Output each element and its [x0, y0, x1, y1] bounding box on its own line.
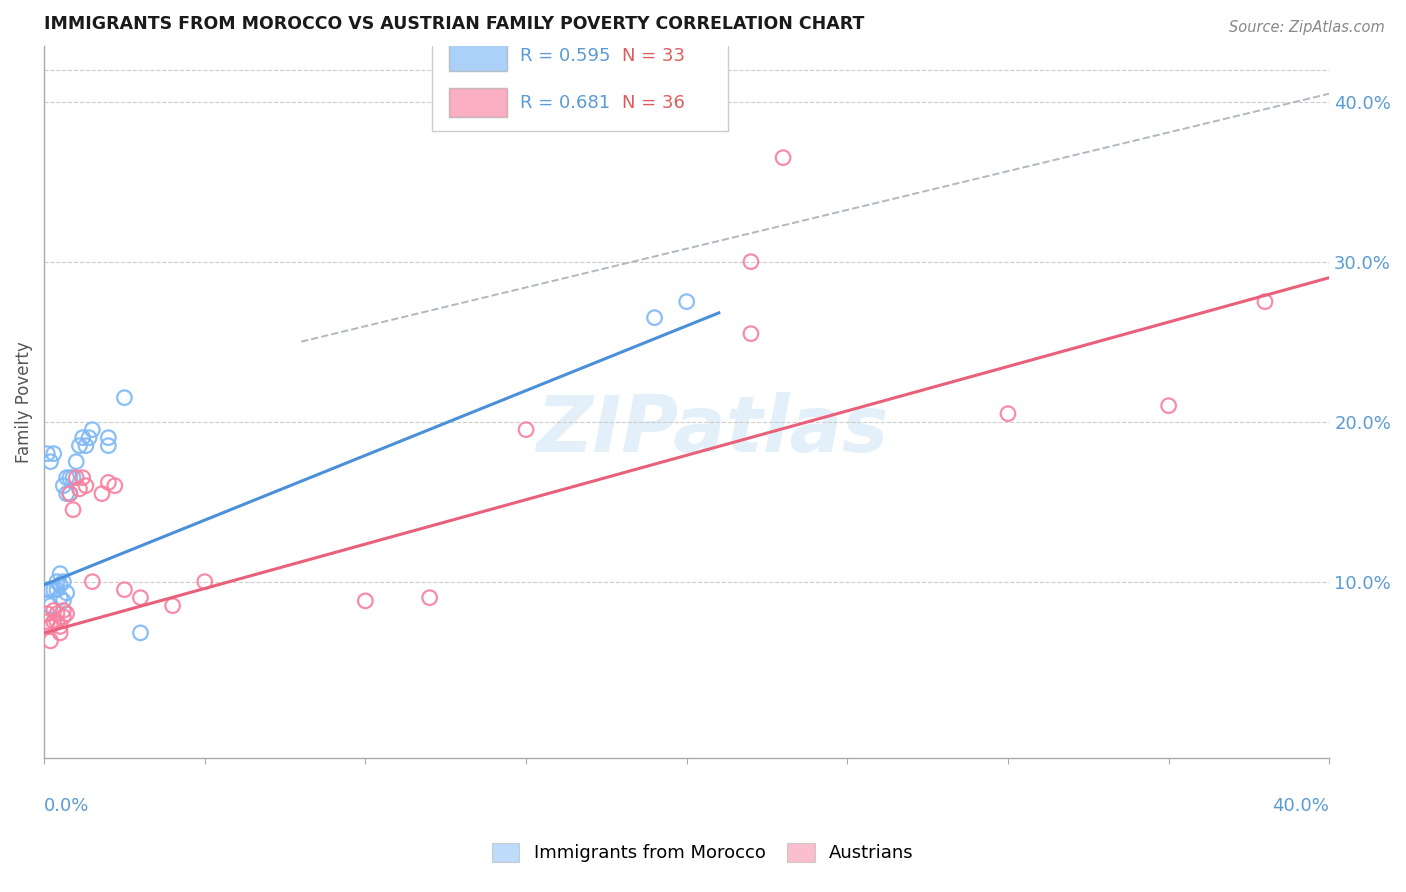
- Point: [37, 615, 59, 629]
- Point: [1157, 399, 1180, 413]
- Point: [75, 478, 97, 492]
- Point: [37, 607, 59, 621]
- Point: [39, 633, 62, 648]
- Point: [49, 578, 72, 592]
- Point: [46, 582, 69, 597]
- Point: [52, 594, 75, 608]
- Point: [49, 566, 72, 581]
- Point: [42, 582, 65, 597]
- Point: [515, 423, 537, 437]
- Point: [39, 455, 62, 469]
- Point: [91, 486, 114, 500]
- Point: [55, 486, 77, 500]
- Text: N = 33: N = 33: [623, 47, 686, 65]
- Point: [1254, 294, 1277, 309]
- Point: [104, 478, 127, 492]
- Point: [65, 471, 87, 485]
- Point: [129, 591, 152, 605]
- Text: IMMIGRANTS FROM MOROCCO VS AUSTRIAN FAMILY POVERTY CORRELATION CHART: IMMIGRANTS FROM MOROCCO VS AUSTRIAN FAMI…: [44, 15, 865, 33]
- Point: [37, 582, 59, 597]
- Text: R = 0.681: R = 0.681: [520, 94, 610, 112]
- Point: [46, 607, 69, 621]
- Point: [97, 431, 120, 445]
- Point: [419, 591, 441, 605]
- Point: [194, 574, 217, 589]
- Point: [72, 431, 94, 445]
- Point: [82, 423, 104, 437]
- Point: [69, 482, 91, 496]
- Y-axis label: Family Poverty: Family Poverty: [15, 341, 32, 463]
- Point: [62, 502, 84, 516]
- Point: [97, 475, 120, 490]
- Point: [69, 439, 91, 453]
- Point: [52, 610, 75, 624]
- Point: [72, 471, 94, 485]
- Text: Source: ZipAtlas.com: Source: ZipAtlas.com: [1229, 20, 1385, 35]
- Point: [97, 439, 120, 453]
- Point: [52, 574, 75, 589]
- Point: [39, 582, 62, 597]
- Point: [675, 294, 697, 309]
- FancyBboxPatch shape: [432, 42, 728, 131]
- Point: [62, 471, 84, 485]
- Point: [77, 431, 100, 445]
- Point: [114, 391, 136, 405]
- Point: [42, 603, 65, 617]
- Text: ZIPatlas: ZIPatlas: [536, 392, 889, 468]
- Point: [46, 574, 69, 589]
- Text: 40.0%: 40.0%: [1272, 797, 1329, 814]
- Point: [354, 594, 377, 608]
- Point: [55, 586, 77, 600]
- Point: [65, 455, 87, 469]
- Legend: Immigrants from Morocco, Austrians: Immigrants from Morocco, Austrians: [485, 836, 921, 870]
- Point: [114, 582, 136, 597]
- Text: R = 0.595: R = 0.595: [520, 47, 610, 65]
- Point: [37, 447, 59, 461]
- Point: [59, 486, 82, 500]
- Point: [59, 471, 82, 485]
- Point: [75, 439, 97, 453]
- Point: [129, 625, 152, 640]
- Text: R = 0.681: R = 0.681: [520, 94, 610, 112]
- Point: [46, 615, 69, 629]
- Point: [52, 478, 75, 492]
- Point: [644, 310, 666, 325]
- Text: R = 0.595: R = 0.595: [520, 47, 610, 65]
- Text: N = 33: N = 33: [623, 47, 686, 65]
- Point: [772, 151, 794, 165]
- Point: [55, 607, 77, 621]
- Text: N = 36: N = 36: [623, 94, 685, 112]
- Point: [162, 599, 184, 613]
- FancyBboxPatch shape: [449, 42, 506, 70]
- Point: [740, 326, 762, 341]
- Point: [42, 615, 65, 629]
- Text: N = 36: N = 36: [623, 94, 685, 112]
- FancyBboxPatch shape: [449, 88, 506, 117]
- Point: [39, 599, 62, 613]
- Point: [49, 619, 72, 633]
- Point: [59, 486, 82, 500]
- Text: 0.0%: 0.0%: [44, 797, 90, 814]
- Point: [55, 471, 77, 485]
- Point: [42, 447, 65, 461]
- Point: [39, 619, 62, 633]
- Point: [997, 407, 1019, 421]
- Point: [740, 254, 762, 268]
- Point: [49, 591, 72, 605]
- Point: [52, 603, 75, 617]
- Point: [82, 574, 104, 589]
- Point: [49, 625, 72, 640]
